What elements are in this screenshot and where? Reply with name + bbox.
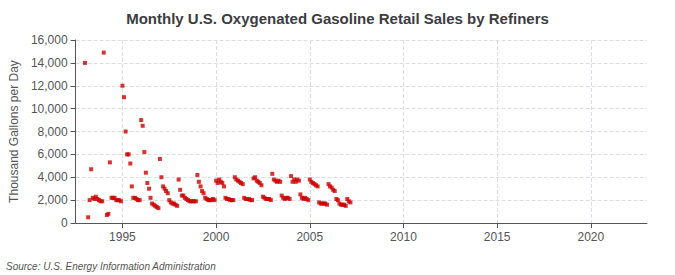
svg-text:12,000: 12,000 xyxy=(31,79,68,93)
svg-text:2,000: 2,000 xyxy=(38,193,68,207)
svg-text:16,000: 16,000 xyxy=(31,33,68,47)
svg-text:1995: 1995 xyxy=(109,230,136,244)
svg-text:2015: 2015 xyxy=(484,230,511,244)
svg-text:2020: 2020 xyxy=(577,230,604,244)
svg-text:4,000: 4,000 xyxy=(38,170,68,184)
svg-text:14,000: 14,000 xyxy=(31,56,68,70)
svg-text:2005: 2005 xyxy=(296,230,323,244)
svg-text:2010: 2010 xyxy=(390,230,417,244)
svg-text:0: 0 xyxy=(61,216,68,230)
svg-text:Source: U.S. Energy Informatio: Source: U.S. Energy Information Administ… xyxy=(6,261,216,272)
svg-text:6,000: 6,000 xyxy=(38,147,68,161)
svg-text:2000: 2000 xyxy=(203,230,230,244)
svg-text:10,000: 10,000 xyxy=(31,102,68,116)
svg-text:8,000: 8,000 xyxy=(38,125,68,139)
svg-text:Thousand Gallons per Day: Thousand Gallons per Day xyxy=(7,60,21,203)
svg-text:Monthly U.S. Oxygenated Gasoli: Monthly U.S. Oxygenated Gasoline Retail … xyxy=(126,10,549,27)
